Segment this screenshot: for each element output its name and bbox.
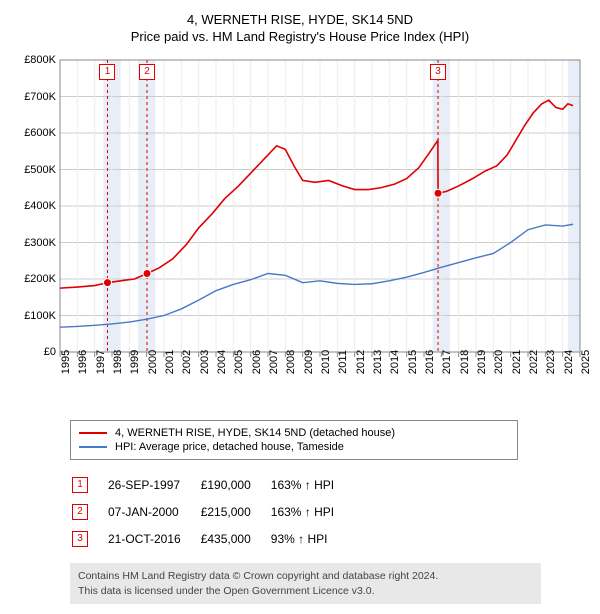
legend-label: 4, WERNETH RISE, HYDE, SK14 5ND (detache…: [115, 427, 395, 439]
x-tick-label: 2011: [337, 350, 349, 374]
x-tick-label: 1996: [77, 350, 89, 374]
legend-item: 4, WERNETH RISE, HYDE, SK14 5ND (detache…: [79, 427, 509, 439]
x-tick-label: 2008: [285, 350, 297, 374]
y-tick-label: £100K: [12, 310, 56, 322]
x-tick-label: 2006: [251, 350, 263, 374]
footer-line2: This data is licensed under the Open Gov…: [78, 584, 533, 599]
x-tick-label: 2016: [424, 350, 436, 374]
x-tick-label: 2013: [372, 350, 384, 374]
y-tick-label: £200K: [12, 273, 56, 285]
event-delta: 163% ↑ HPI: [271, 472, 352, 497]
x-tick-label: 2025: [580, 350, 592, 374]
event-marker-2: 2: [139, 64, 155, 80]
x-tick-label: 2023: [545, 350, 557, 374]
event-num: 2: [72, 504, 88, 520]
legend-item: HPI: Average price, detached house, Tame…: [79, 441, 509, 453]
x-tick-label: 2014: [389, 350, 401, 374]
x-tick-label: 1997: [95, 350, 107, 374]
event-num: 3: [72, 531, 88, 547]
event-date: 21-OCT-2016: [108, 526, 199, 551]
x-tick-label: 2017: [441, 350, 453, 374]
legend-swatch: [79, 432, 107, 434]
x-tick-label: 1998: [112, 350, 124, 374]
legend: 4, WERNETH RISE, HYDE, SK14 5ND (detache…: [70, 420, 518, 460]
y-tick-label: £700K: [12, 91, 56, 103]
page-title-line1: 4, WERNETH RISE, HYDE, SK14 5ND: [10, 12, 590, 27]
x-tick-label: 2001: [164, 350, 176, 374]
event-row: 3 21-OCT-2016£435,00093% ↑ HPI: [72, 526, 352, 551]
x-tick-label: 1999: [129, 350, 141, 374]
x-tick-label: 2024: [563, 350, 575, 374]
y-tick-label: £0: [12, 346, 56, 358]
x-tick-label: 2012: [355, 350, 367, 374]
x-tick-label: 2021: [511, 350, 523, 374]
x-tick-label: 2002: [181, 350, 193, 374]
x-tick-label: 1995: [60, 350, 72, 374]
x-tick-label: 2003: [199, 350, 211, 374]
x-tick-label: 2018: [459, 350, 471, 374]
event-marker-3: 3: [430, 64, 446, 80]
x-tick-label: 2015: [407, 350, 419, 374]
x-tick-label: 2010: [320, 350, 332, 374]
event-marker-1: 1: [99, 64, 115, 80]
event-num: 1: [72, 477, 88, 493]
footer-attribution: Contains HM Land Registry data © Crown c…: [70, 563, 541, 604]
event-delta: 163% ↑ HPI: [271, 499, 352, 524]
y-tick-label: £500K: [12, 164, 56, 176]
price-chart: £0 £100K £200K £300K £400K £500K £600K £700K £80…: [10, 52, 590, 412]
x-tick-label: 2007: [268, 350, 280, 374]
x-tick-label: 2005: [233, 350, 245, 374]
x-tick-label: 2022: [528, 350, 540, 374]
event-date: 07-JAN-2000: [108, 499, 199, 524]
x-tick-label: 2000: [147, 350, 159, 374]
x-tick-label: 2009: [303, 350, 315, 374]
events-table: 1 26-SEP-1997£190,000163% ↑ HPI 2 07-JAN-20…: [70, 470, 354, 553]
x-tick-label: 2020: [493, 350, 505, 374]
event-price: £435,000: [201, 526, 269, 551]
legend-label: HPI: Average price, detached house, Tame…: [115, 441, 344, 453]
event-date: 26-SEP-1997: [108, 472, 199, 497]
y-tick-label: £800K: [12, 54, 56, 66]
y-tick-label: £600K: [12, 127, 56, 139]
event-delta: 93% ↑ HPI: [271, 526, 352, 551]
y-tick-label: £300K: [12, 237, 56, 249]
event-price: £190,000: [201, 472, 269, 497]
event-row: 2 07-JAN-2000£215,000163% ↑ HPI: [72, 499, 352, 524]
footer-line1: Contains HM Land Registry data © Crown c…: [78, 569, 533, 584]
page-title-line2: Price paid vs. HM Land Registry's House …: [10, 29, 590, 44]
x-tick-label: 2004: [216, 350, 228, 374]
y-tick-label: £400K: [12, 200, 56, 212]
legend-swatch: [79, 446, 107, 448]
event-price: £215,000: [201, 499, 269, 524]
x-tick-label: 2019: [476, 350, 488, 374]
event-row: 1 26-SEP-1997£190,000163% ↑ HPI: [72, 472, 352, 497]
